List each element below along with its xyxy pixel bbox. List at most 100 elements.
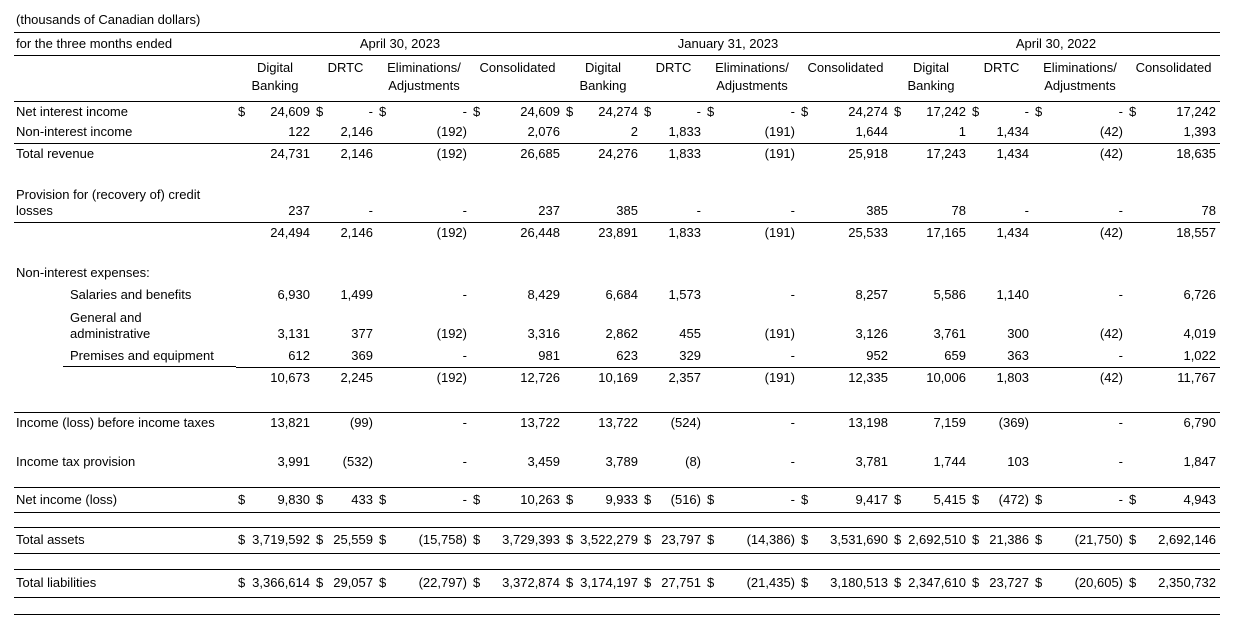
cell-value: (192) — [436, 326, 467, 341]
value-cell: 26,448 — [471, 222, 564, 244]
cell-value: 13,722 — [598, 415, 638, 431]
currency-symbol: $ — [644, 532, 652, 547]
currency-symbol: $ — [566, 532, 574, 547]
value-cell: 2,076 — [471, 122, 564, 144]
spacer-row — [14, 389, 1221, 413]
value-cell: (192) — [377, 122, 471, 144]
cell-value: 1,833 — [668, 225, 701, 241]
cell-value: 369 — [351, 347, 373, 363]
value-cell: - — [1033, 284, 1127, 306]
cell-value: 1,803 — [996, 370, 1029, 386]
currency-symbol: $ — [801, 491, 809, 507]
spacer-row — [14, 473, 1221, 488]
value-cell: 6,684 — [564, 284, 642, 306]
value-cell: 13,722 — [564, 412, 642, 434]
cell-value: - — [1118, 347, 1123, 363]
currency-symbol: $ — [894, 103, 902, 119]
cell-value: (42) — [1099, 370, 1123, 386]
spacer-cell — [14, 553, 1221, 570]
cell-value: - — [790, 287, 795, 302]
value-cell: 23,891 — [564, 222, 642, 244]
cell-value: (524) — [670, 415, 701, 431]
value-cell: 7,159 — [892, 412, 970, 434]
cell-value: 952 — [866, 347, 888, 363]
cell-value: 612 — [288, 347, 310, 363]
value-cell: - — [705, 345, 799, 368]
value-cell: 78 — [1127, 183, 1221, 223]
cell-value: 1,022 — [1183, 347, 1217, 363]
value-cell: 10,006 — [892, 367, 970, 389]
value-cell: $9,417 — [799, 487, 892, 513]
currency-symbol: $ — [707, 491, 715, 507]
period-header-row: for the three months ended April 30, 202… — [14, 32, 1221, 56]
currency-symbol: $ — [1129, 491, 1137, 507]
cell-value: 3,729,393 — [502, 532, 560, 547]
row-label: Net interest income — [16, 103, 128, 119]
value-cell: (191) — [705, 306, 799, 345]
value-cell: 1,434 — [970, 143, 1033, 165]
value-cell: 2,146 — [314, 143, 377, 165]
cell-value: 6,684 — [605, 287, 638, 302]
value-cell: 78 — [892, 183, 970, 223]
cell-value: 2 — [630, 124, 638, 140]
value-cell: - — [377, 412, 471, 434]
currency-symbol: $ — [644, 103, 652, 119]
cell-value: 103 — [1007, 454, 1029, 469]
cell-value: 18,635 — [1176, 146, 1217, 162]
value-cell: - — [1033, 451, 1127, 473]
cell-value: 10,006 — [926, 370, 966, 386]
value-cell: 385 — [799, 183, 892, 223]
cell-value: - — [790, 491, 795, 507]
currency-symbol: $ — [801, 532, 809, 547]
value-cell: (192) — [377, 143, 471, 165]
cell-value: 13,821 — [270, 415, 310, 431]
cell-value: 5,586 — [933, 287, 966, 302]
cell-value: 385 — [616, 202, 638, 218]
table-row: 24,494 2,146 (192) 26,448 23,891 1,833 (191) 25… — [14, 222, 1220, 244]
cell-value: 4,943 — [1183, 491, 1217, 507]
cell-value: 3,781 — [855, 454, 888, 469]
cell-value: (21,750) — [1074, 532, 1123, 547]
value-cell: 1,499 — [314, 284, 377, 306]
cell-value: 3,531,690 — [830, 532, 888, 547]
cell-value: 2,146 — [340, 124, 373, 140]
value-cell: 2,245 — [314, 367, 377, 389]
currency-symbol: $ — [707, 532, 715, 547]
value-cell: 981 — [471, 345, 564, 368]
value-cell: - — [1033, 412, 1127, 434]
cell-value: 6,726 — [1183, 287, 1217, 302]
value-cell: $5,415 — [892, 487, 970, 513]
value-cell: 25,533 — [799, 222, 892, 244]
currency-symbol: $ — [1035, 575, 1043, 590]
cell-value: (20,605) — [1074, 575, 1123, 590]
table-row: Total revenue 24,731 2,146 (192) 26,685 24,27… — [14, 143, 1220, 165]
cell-value: 3,761 — [933, 326, 966, 341]
value-cell: 237 — [471, 183, 564, 223]
cell-value: 1,744 — [933, 454, 966, 469]
value-cell: $3,372,874 — [471, 569, 564, 598]
value-cell: 1,744 — [892, 451, 970, 473]
row-label: Income (loss) before income taxes — [16, 415, 215, 431]
value-cell: 1,847 — [1127, 451, 1220, 473]
value-cell: - — [1033, 183, 1127, 223]
row-label — [14, 367, 236, 389]
value-cell: $29,057 — [314, 569, 377, 598]
value-cell: 8,257 — [799, 284, 892, 306]
currency-symbol: $ — [972, 532, 980, 547]
cell-value: 10,169 — [598, 370, 638, 386]
table-row: General and administrative 3,131 377 (192) 3,… — [14, 306, 1220, 345]
cell-value: (99) — [349, 415, 373, 431]
cell-value: 3,522,279 — [580, 532, 638, 547]
value-cell: (42) — [1033, 143, 1127, 165]
value-cell: 363 — [970, 345, 1033, 368]
value-cell: $2,347,610 — [892, 569, 970, 598]
cell-value: 3,316 — [527, 326, 560, 341]
value-cell: 385 — [564, 183, 642, 223]
value-cell: $3,522,279 — [564, 527, 642, 554]
currency-symbol: $ — [707, 575, 715, 590]
value-cell: 1,833 — [642, 222, 705, 244]
cell-value: 122 — [288, 124, 310, 140]
value-cell: $ - — [314, 101, 377, 122]
row-label: Total revenue — [16, 146, 95, 162]
value-cell: $2,692,146 — [1127, 527, 1221, 554]
